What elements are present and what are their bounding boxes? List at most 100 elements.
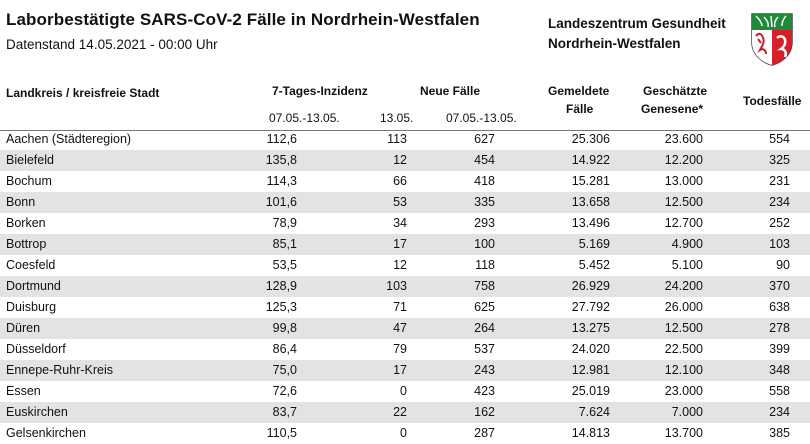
cell-neue-day: 103 [386,279,407,293]
cell-neue-day: 66 [393,174,407,188]
cell-name: Coesfeld [6,258,56,272]
cell-neue-day: 53 [393,195,407,209]
cell-genesene: 12.200 [664,153,703,167]
data-table: Aachen (Städteregion) 112,6 113 627 25.306 23… [0,129,810,444]
cell-inzidenz: 86,4 [272,342,297,356]
data-date: Datenstand 14.05.2021 - 00:00 Uhr [6,37,218,52]
cell-todesfaelle: 554 [769,132,790,146]
col-header-todesfaelle: Todesfälle [743,94,802,108]
cell-name: Bonn [6,195,36,209]
cell-gemeldete: 5.169 [578,237,610,251]
cell-genesene: 23.000 [664,384,703,398]
cell-genesene: 12.500 [664,321,703,335]
cell-inzidenz: 83,7 [272,405,297,419]
cell-neue-week: 287 [474,426,495,440]
col-header-genesene-line2: Genesene* [641,102,704,116]
table-row: Bielefeld 135,8 12 454 14.922 12.200 325 [0,150,810,171]
col-header-gemeldete: Gemeldete [548,84,610,98]
cell-todesfaelle: 278 [769,321,790,335]
cell-neue-day: 17 [393,363,407,377]
cell-inzidenz: 110,5 [266,426,297,440]
org-line-2: Nordrhein-Westfalen [548,36,681,51]
cell-gemeldete: 13.496 [571,216,610,230]
col-header-name: Landkreis / kreisfreie Stadt [6,86,160,100]
cell-todesfaelle: 234 [769,405,790,419]
cell-genesene: 5.100 [671,258,703,272]
cell-todesfaelle: 638 [769,300,790,314]
cell-neue-day: 0 [400,426,407,440]
cell-gemeldete: 27.792 [571,300,610,314]
cell-todesfaelle: 348 [769,363,790,377]
cell-gemeldete: 14.813 [571,426,610,440]
cell-inzidenz: 78,9 [272,216,297,230]
cell-inzidenz: 53,5 [272,258,297,272]
col-header-genesene: Geschätzte [643,84,708,98]
cell-todesfaelle: 90 [776,258,790,272]
cell-genesene: 4.900 [671,237,703,251]
cell-gemeldete: 12.981 [571,363,610,377]
cell-neue-day: 71 [393,300,407,314]
cell-todesfaelle: 231 [769,174,790,188]
cell-gemeldete: 24.020 [571,342,610,356]
table-row: Euskirchen 83,7 22 162 7.624 7.000 234 [0,402,810,423]
cell-gemeldete: 26.929 [571,279,610,293]
table-row: Düren 99,8 47 264 13.275 12.500 278 [0,318,810,339]
cell-genesene: 22.500 [664,342,703,356]
cell-todesfaelle: 399 [769,342,790,356]
organization-name: Landeszentrum Gesundheit Nordrhein-Westf… [548,14,726,54]
cell-genesene: 23.600 [664,132,703,146]
cell-inzidenz: 114,3 [266,174,297,188]
cell-name: Düsseldorf [6,342,66,356]
table-row: Gelsenkirchen 110,5 0 287 14.813 13.700 385 [0,423,810,444]
cell-inzidenz: 101,6 [265,195,297,209]
col-subheader-inzidenz-range: 07.05.-13.05. [269,111,340,125]
cell-neue-week: 423 [474,384,495,398]
table-row: Bochum 114,3 66 418 15.281 13.000 231 [0,171,810,192]
col-subheader-neue-day: 13.05. [380,111,414,125]
cell-neue-week: 335 [474,195,495,209]
table-row: Dortmund 128,9 103 758 26.929 24.200 370 [0,276,810,297]
cell-neue-day: 0 [400,384,407,398]
cell-neue-week: 627 [474,132,495,146]
cell-neue-week: 293 [474,216,495,230]
cell-neue-day: 47 [393,321,407,335]
cell-todesfaelle: 385 [769,426,790,440]
cell-genesene: 13.000 [664,174,703,188]
cell-neue-week: 625 [474,300,495,314]
cell-name: Ennepe-Ruhr-Kreis [6,363,113,377]
cell-gemeldete: 25.019 [571,384,610,398]
cell-todesfaelle: 252 [769,216,790,230]
cell-neue-day: 22 [393,405,407,419]
table-row: Coesfeld 53,5 12 118 5.452 5.100 90 [0,255,810,276]
cell-name: Dortmund [6,279,61,293]
cell-name: Aachen (Städteregion) [6,132,132,146]
cell-genesene: 12.700 [664,216,703,230]
cell-inzidenz: 85,1 [272,237,297,251]
cell-todesfaelle: 103 [769,237,790,251]
table-row: Ennepe-Ruhr-Kreis 75,0 17 243 12.981 12.100 34… [0,360,810,381]
col-subheader-neue-range: 07.05.-13.05. [446,111,517,125]
nrw-coat-of-arms-icon [751,13,793,66]
cell-gemeldete: 5.452 [578,258,610,272]
cell-neue-week: 454 [474,153,495,167]
cell-name: Essen [6,384,41,398]
cell-neue-week: 264 [474,321,495,335]
col-header-gemeldete-line2: Fälle [566,102,594,116]
cell-neue-day: 113 [387,132,407,146]
cell-genesene: 12.100 [664,363,703,377]
cell-neue-week: 118 [475,258,495,272]
org-line-1: Landeszentrum Gesundheit [548,16,726,31]
cell-inzidenz: 128,9 [265,279,297,293]
cell-inzidenz: 125,3 [265,300,297,314]
cell-gemeldete: 14.922 [571,153,610,167]
cell-name: Duisburg [6,300,57,314]
cell-inzidenz: 75,0 [272,363,297,377]
cell-gemeldete: 25.306 [571,132,610,146]
cell-inzidenz: 112,6 [266,132,297,146]
cell-name: Borken [6,216,46,230]
cell-genesene: 24.200 [664,279,703,293]
cell-inzidenz: 99,8 [272,321,297,335]
cell-neue-day: 12 [393,153,407,167]
table-row: Borken 78,9 34 293 13.496 12.700 252 [0,213,810,234]
cell-neue-day: 12 [393,258,407,272]
